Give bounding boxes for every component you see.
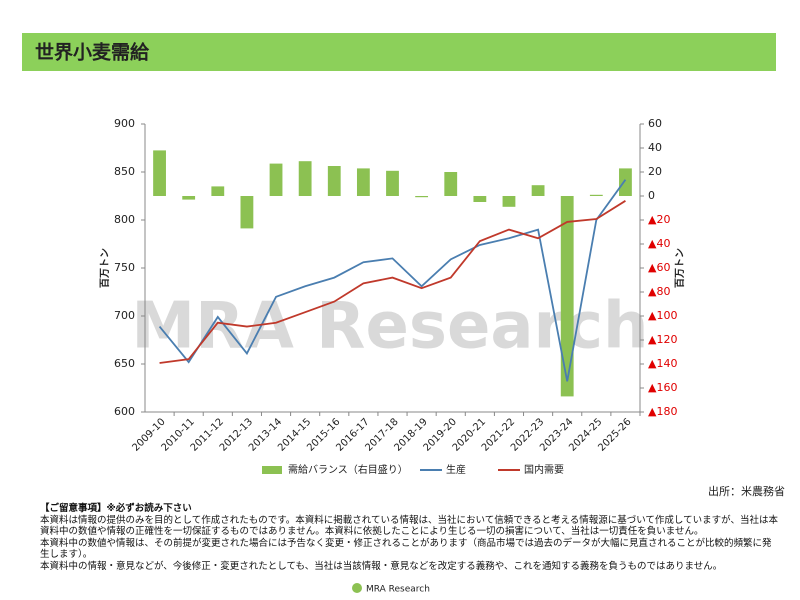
logo-icon — [352, 583, 362, 593]
y-tick-label: 600 — [114, 405, 135, 418]
y-tick-label: 650 — [114, 357, 135, 370]
bar — [298, 161, 312, 196]
notes: 【ご留意事項】※必ずお読み下さい 本資料は情報の提供のみを目的として作成されたも… — [40, 503, 780, 572]
bar — [269, 163, 283, 196]
y-tick-label: 850 — [114, 165, 135, 178]
legend-label: 生産 — [446, 463, 466, 476]
note-line: 本資料は情報の提供のみを目的として作成されたものです。本資料に掲載されている情報… — [40, 514, 778, 538]
bar — [444, 172, 458, 196]
bar — [327, 166, 341, 196]
bar — [356, 168, 370, 196]
y2-tick-label: ▲60 — [648, 261, 670, 274]
y-tick-label: 900 — [114, 117, 135, 130]
y2-tick-label: ▲80 — [648, 285, 670, 298]
bar — [502, 196, 516, 207]
legend-swatch — [262, 466, 282, 474]
y2-axis-label: 百万トン — [674, 248, 686, 288]
logo-text: MRA Research — [366, 585, 430, 595]
y-tick-label: 750 — [114, 261, 135, 274]
y-tick-label: 700 — [114, 309, 135, 322]
title-bar — [22, 33, 776, 71]
bar — [386, 170, 399, 196]
y2-tick-label: ▲120 — [648, 333, 677, 346]
legend-label: 国内需要 — [524, 463, 564, 476]
y2-tick-label: ▲160 — [648, 381, 677, 394]
bar — [589, 194, 603, 196]
y2-tick-label: 40 — [648, 141, 662, 154]
bar — [182, 196, 196, 200]
source: 出所：米農務省 — [708, 484, 785, 498]
y2-tick-label: ▲100 — [648, 309, 677, 322]
y2-tick-label: 20 — [648, 165, 662, 178]
notes-heading: 【ご留意事項】※必ずお読み下さい — [40, 503, 192, 514]
y2-tick-label: ▲20 — [648, 213, 670, 226]
y2-tick-label: 0 — [648, 189, 655, 202]
line — [159, 200, 626, 364]
legend-label: 需給バランス（右目盛り） — [288, 463, 408, 476]
note-line: 本資料中の情報・意見などが、今後修正・変更されたとしても、当社は当該情報・意見な… — [40, 560, 723, 572]
y2-tick-label: ▲140 — [648, 357, 677, 370]
bar — [153, 150, 166, 196]
y2-tick-label: 60 — [648, 117, 662, 130]
page-title: 世界小麦需給 — [35, 41, 150, 64]
bar — [211, 186, 225, 196]
bar — [619, 168, 632, 196]
bar — [560, 196, 574, 397]
bar — [531, 185, 545, 196]
bar — [415, 196, 429, 198]
y-axis-label: 百万トン — [99, 248, 111, 288]
bar — [240, 196, 254, 229]
note-line: 本資料中の数値や情報は、その前提が変更された場合には予告なく変更・修正されること… — [40, 537, 772, 561]
y2-tick-label: ▲180 — [648, 405, 677, 418]
y-tick-label: 800 — [114, 213, 135, 226]
bar — [473, 196, 487, 202]
y2-tick-label: ▲40 — [648, 237, 670, 250]
line — [158, 179, 627, 382]
